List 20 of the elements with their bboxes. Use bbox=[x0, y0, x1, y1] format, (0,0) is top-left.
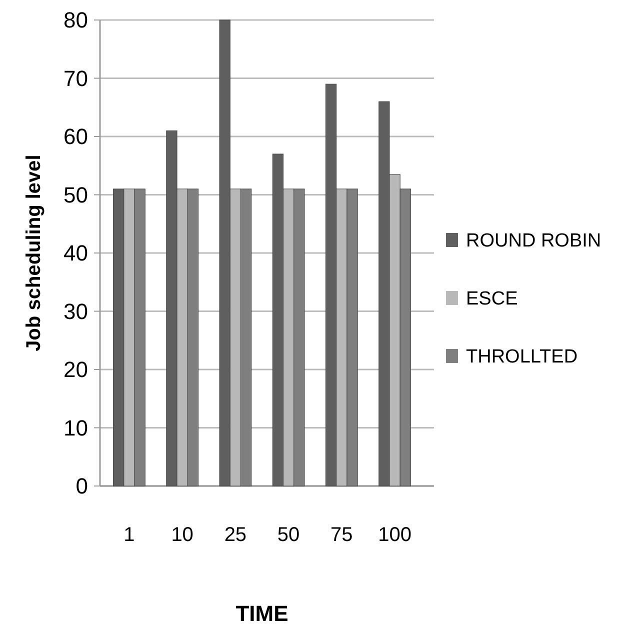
y-tick-label: 0 bbox=[76, 474, 88, 499]
legend-label: THROLLTED bbox=[466, 346, 578, 368]
y-tick-label: 80 bbox=[64, 8, 88, 33]
y-axis-title: Job scheduling level bbox=[23, 154, 45, 352]
legend-label: ROUND ROBIN bbox=[466, 230, 602, 252]
x-tick-label: 50 bbox=[277, 524, 300, 546]
y-tick-label: 30 bbox=[64, 298, 88, 324]
legend-label: ESCE bbox=[466, 288, 518, 310]
y-tick-label: 70 bbox=[64, 66, 88, 91]
x-tick-label: 25 bbox=[224, 524, 247, 546]
y-tick-label: 20 bbox=[64, 357, 88, 382]
y-tick-label: 60 bbox=[64, 124, 88, 150]
x-axis-title: TIME bbox=[236, 601, 288, 626]
y-tick-label: 10 bbox=[64, 415, 88, 440]
y-tick-label: 50 bbox=[64, 182, 88, 208]
x-tick-label: 10 bbox=[171, 524, 194, 546]
y-tick-label: 40 bbox=[64, 240, 88, 266]
x-tick-label: 1 bbox=[124, 524, 135, 546]
x-tick-label: 100 bbox=[378, 524, 412, 546]
x-tick-label: 75 bbox=[330, 524, 353, 546]
